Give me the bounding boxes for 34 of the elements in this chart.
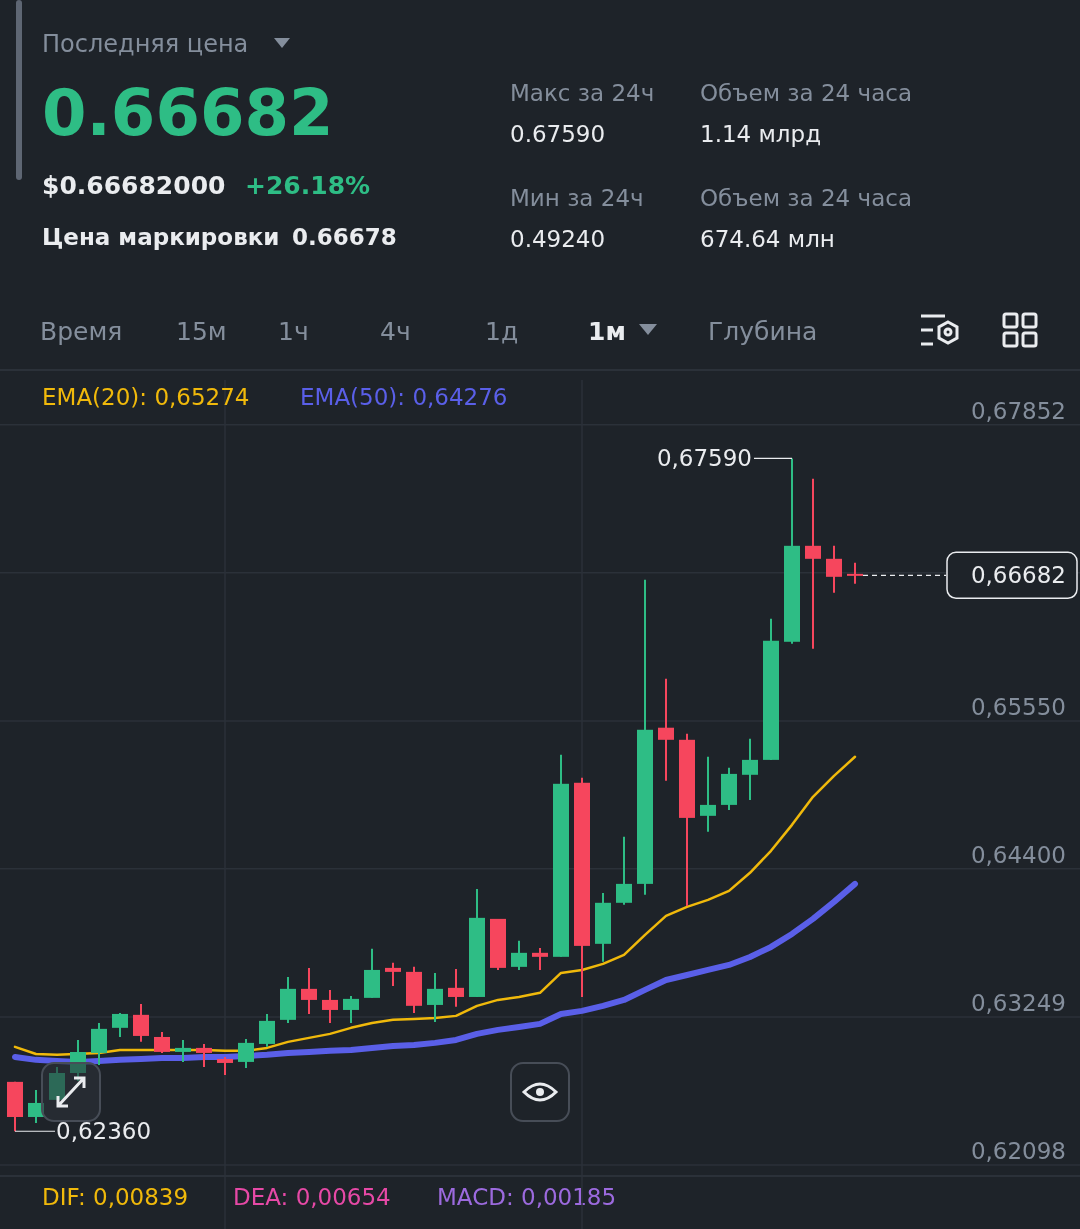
text: Цена маркировки <box>42 224 280 250</box>
annotation: 0,67590 <box>656 445 752 472</box>
text: Мин за 24ч <box>510 185 644 211</box>
text: 15м <box>176 317 227 346</box>
text: Макс за 24ч <box>510 80 655 106</box>
text: Объем за 24 часа <box>700 80 912 106</box>
text: 1ч <box>278 317 309 346</box>
text: 0.66682 <box>42 76 334 150</box>
annotation: 0,62360 <box>56 1118 152 1145</box>
text: DEA: 0,00654 <box>233 1184 391 1210</box>
text: 1д <box>485 317 519 346</box>
text: 1.14 млрд <box>700 121 822 147</box>
y-tick-label: 0,67852 <box>970 397 1066 424</box>
ref-line-label: 0,66682 <box>970 562 1066 589</box>
text: 0.66678 <box>292 224 397 250</box>
text: 4ч <box>380 317 411 346</box>
text: 674.64 млн <box>700 226 835 252</box>
text: Глубина <box>708 317 818 346</box>
y-tick-label: 0,64400 <box>970 841 1066 868</box>
chart-title: Последняя цена <box>42 30 249 58</box>
text: $0.66682000 <box>42 171 226 200</box>
y-tick-label: 0,65550 <box>970 693 1066 720</box>
text: 0.49240 <box>510 226 606 252</box>
y-tick-label: 0,63249 <box>970 989 1066 1016</box>
text: MACD: 0,00185 <box>437 1184 617 1210</box>
text: 0.67590 <box>510 121 606 147</box>
text: 1м <box>588 317 626 346</box>
text: EMA(50): 0,64276 <box>300 384 508 410</box>
text: +26.18% <box>245 171 371 200</box>
text: Время <box>40 317 123 346</box>
text: Объем за 24 часа <box>700 185 912 211</box>
text: EMA(20): 0,65274 <box>42 384 250 410</box>
text: DIF: 0,00839 <box>42 1184 189 1210</box>
y-tick-label: 0,62098 <box>970 1137 1066 1164</box>
